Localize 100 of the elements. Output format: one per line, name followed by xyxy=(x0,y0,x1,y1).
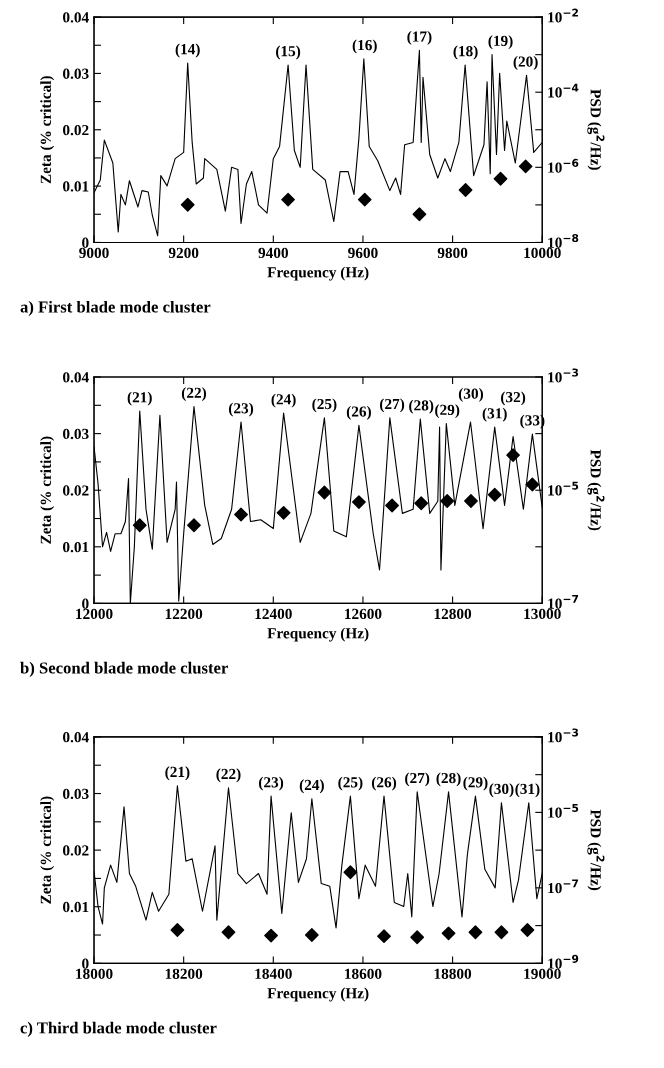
annotation: (31) xyxy=(482,407,507,422)
annotation: (30) xyxy=(458,387,484,402)
point xyxy=(170,923,185,937)
y-tick-label: 0.02 xyxy=(63,124,89,136)
y-tick-label: 0 xyxy=(82,237,89,248)
x-axis-title: Frequency (Hz) xyxy=(267,987,369,1002)
y-tick-label: 0 xyxy=(82,958,89,969)
annotation: (29) xyxy=(435,404,460,419)
text: a) First blade mode cluster xyxy=(20,300,211,316)
point xyxy=(343,865,358,880)
x-tick-label: 19000 xyxy=(524,968,561,979)
x-tick-label: 9200 xyxy=(168,247,199,259)
y-tick-label: 0.01 xyxy=(63,181,89,192)
x-tick-label: 18200 xyxy=(165,968,203,979)
annotation: (20) xyxy=(513,56,538,70)
annotation: (23) xyxy=(259,776,284,791)
x-tick-label: 10000 xyxy=(524,247,561,259)
annotation: (15) xyxy=(276,45,301,60)
y2-tick-label: 10$^{−4}$ xyxy=(548,83,579,98)
y2-tick-label: 10$^{−3}$ xyxy=(548,368,579,383)
annotation: (28) xyxy=(436,772,461,787)
annotation: (18) xyxy=(453,45,478,60)
point xyxy=(132,518,147,533)
y2-tick-label: 10$^{−6}$ xyxy=(548,158,579,173)
y-tick-label: 0.02 xyxy=(63,485,89,496)
point xyxy=(221,925,236,940)
annotation: (16) xyxy=(352,39,377,54)
x-tick-label: 18400 xyxy=(255,968,292,979)
x-tick-label: 12200 xyxy=(165,608,203,620)
annotation: (31) xyxy=(515,783,540,798)
y2-tick-label: 10$^{−3}$ xyxy=(548,728,579,743)
annotation: (28) xyxy=(409,399,434,414)
y-axis-title: Zeta (% critical) xyxy=(40,76,55,184)
y2-axis-title: PSD (g$^{2}$/Hz) xyxy=(587,89,605,170)
annotation: (29) xyxy=(463,776,488,791)
point xyxy=(506,448,520,463)
y-tick-label: 0.04 xyxy=(63,372,89,383)
y-tick-label: 0.03 xyxy=(63,428,89,440)
y2-tick-label: 10$^{−7}$ xyxy=(548,879,579,894)
point xyxy=(525,477,540,492)
x-tick-label: 18800 xyxy=(434,968,472,979)
x-tick-label: 9600 xyxy=(348,247,378,259)
x-tick-label: 13000 xyxy=(524,608,561,620)
y2-axis-title: PSD (g$^{2}$/Hz) xyxy=(587,449,605,531)
point xyxy=(264,928,278,943)
point xyxy=(458,183,473,197)
x-tick-label: 18600 xyxy=(345,968,382,979)
point xyxy=(377,929,391,944)
annotation: (21) xyxy=(127,391,152,406)
point xyxy=(414,496,429,511)
y-axis-title: Zeta (% critical) xyxy=(40,436,55,544)
annotation: (32) xyxy=(501,391,526,406)
annotation: (14) xyxy=(175,43,200,58)
point xyxy=(317,485,332,500)
point xyxy=(234,507,248,522)
y-tick-label: 0.01 xyxy=(63,541,89,553)
x-tick-label: 18000 xyxy=(76,968,113,979)
point xyxy=(187,518,201,533)
x-axis-title: Frequency (Hz) xyxy=(267,627,369,642)
x-tick-label: 12600 xyxy=(345,608,382,620)
annotation: (25) xyxy=(312,398,337,413)
point xyxy=(385,498,399,513)
point xyxy=(352,495,366,510)
annotation: (23) xyxy=(228,402,254,417)
annotation: (19) xyxy=(488,35,513,50)
point xyxy=(487,487,502,502)
point xyxy=(180,197,195,212)
annotation: (22) xyxy=(181,387,207,402)
y2-tick-label: 10$^{−7}$ xyxy=(548,594,579,609)
annotation: (24) xyxy=(271,393,296,408)
y2-tick-label: 10$^{−9}$ xyxy=(548,954,579,969)
x-tick-label: 12000 xyxy=(76,608,113,620)
x-tick-label: 12800 xyxy=(434,608,472,620)
point xyxy=(276,505,291,520)
point xyxy=(441,926,456,941)
x-axis-title: Frequency (Hz) xyxy=(267,266,369,281)
point xyxy=(412,207,427,222)
y2-tick-label: 10$^{−2}$ xyxy=(548,8,578,23)
y-axis-title: Zeta (% critical) xyxy=(40,796,55,904)
point xyxy=(493,171,508,186)
annotation: (26) xyxy=(371,776,397,791)
annotation: (24) xyxy=(299,779,324,794)
y-tick-label: 0.04 xyxy=(63,12,89,23)
point xyxy=(468,925,483,940)
point xyxy=(410,930,425,945)
annotation: (25) xyxy=(338,776,363,791)
y-tick-label: 0.03 xyxy=(63,68,89,79)
y-tick-label: 0.01 xyxy=(63,901,89,913)
point xyxy=(440,494,455,508)
annotation: (27) xyxy=(405,772,430,787)
y2-tick-label: 10$^{−5}$ xyxy=(548,481,579,496)
y-tick-label: 0.04 xyxy=(63,732,89,743)
annotation: (22) xyxy=(216,768,241,783)
y-tick-label: 0.03 xyxy=(63,788,89,800)
annotation: (26) xyxy=(346,405,371,420)
text: b) Second blade mode cluster xyxy=(20,661,228,677)
point xyxy=(357,192,372,207)
y2-tick-label: 10$^{−5}$ xyxy=(548,803,579,818)
annotation: (17) xyxy=(407,30,432,45)
annotation: (21) xyxy=(165,766,190,781)
